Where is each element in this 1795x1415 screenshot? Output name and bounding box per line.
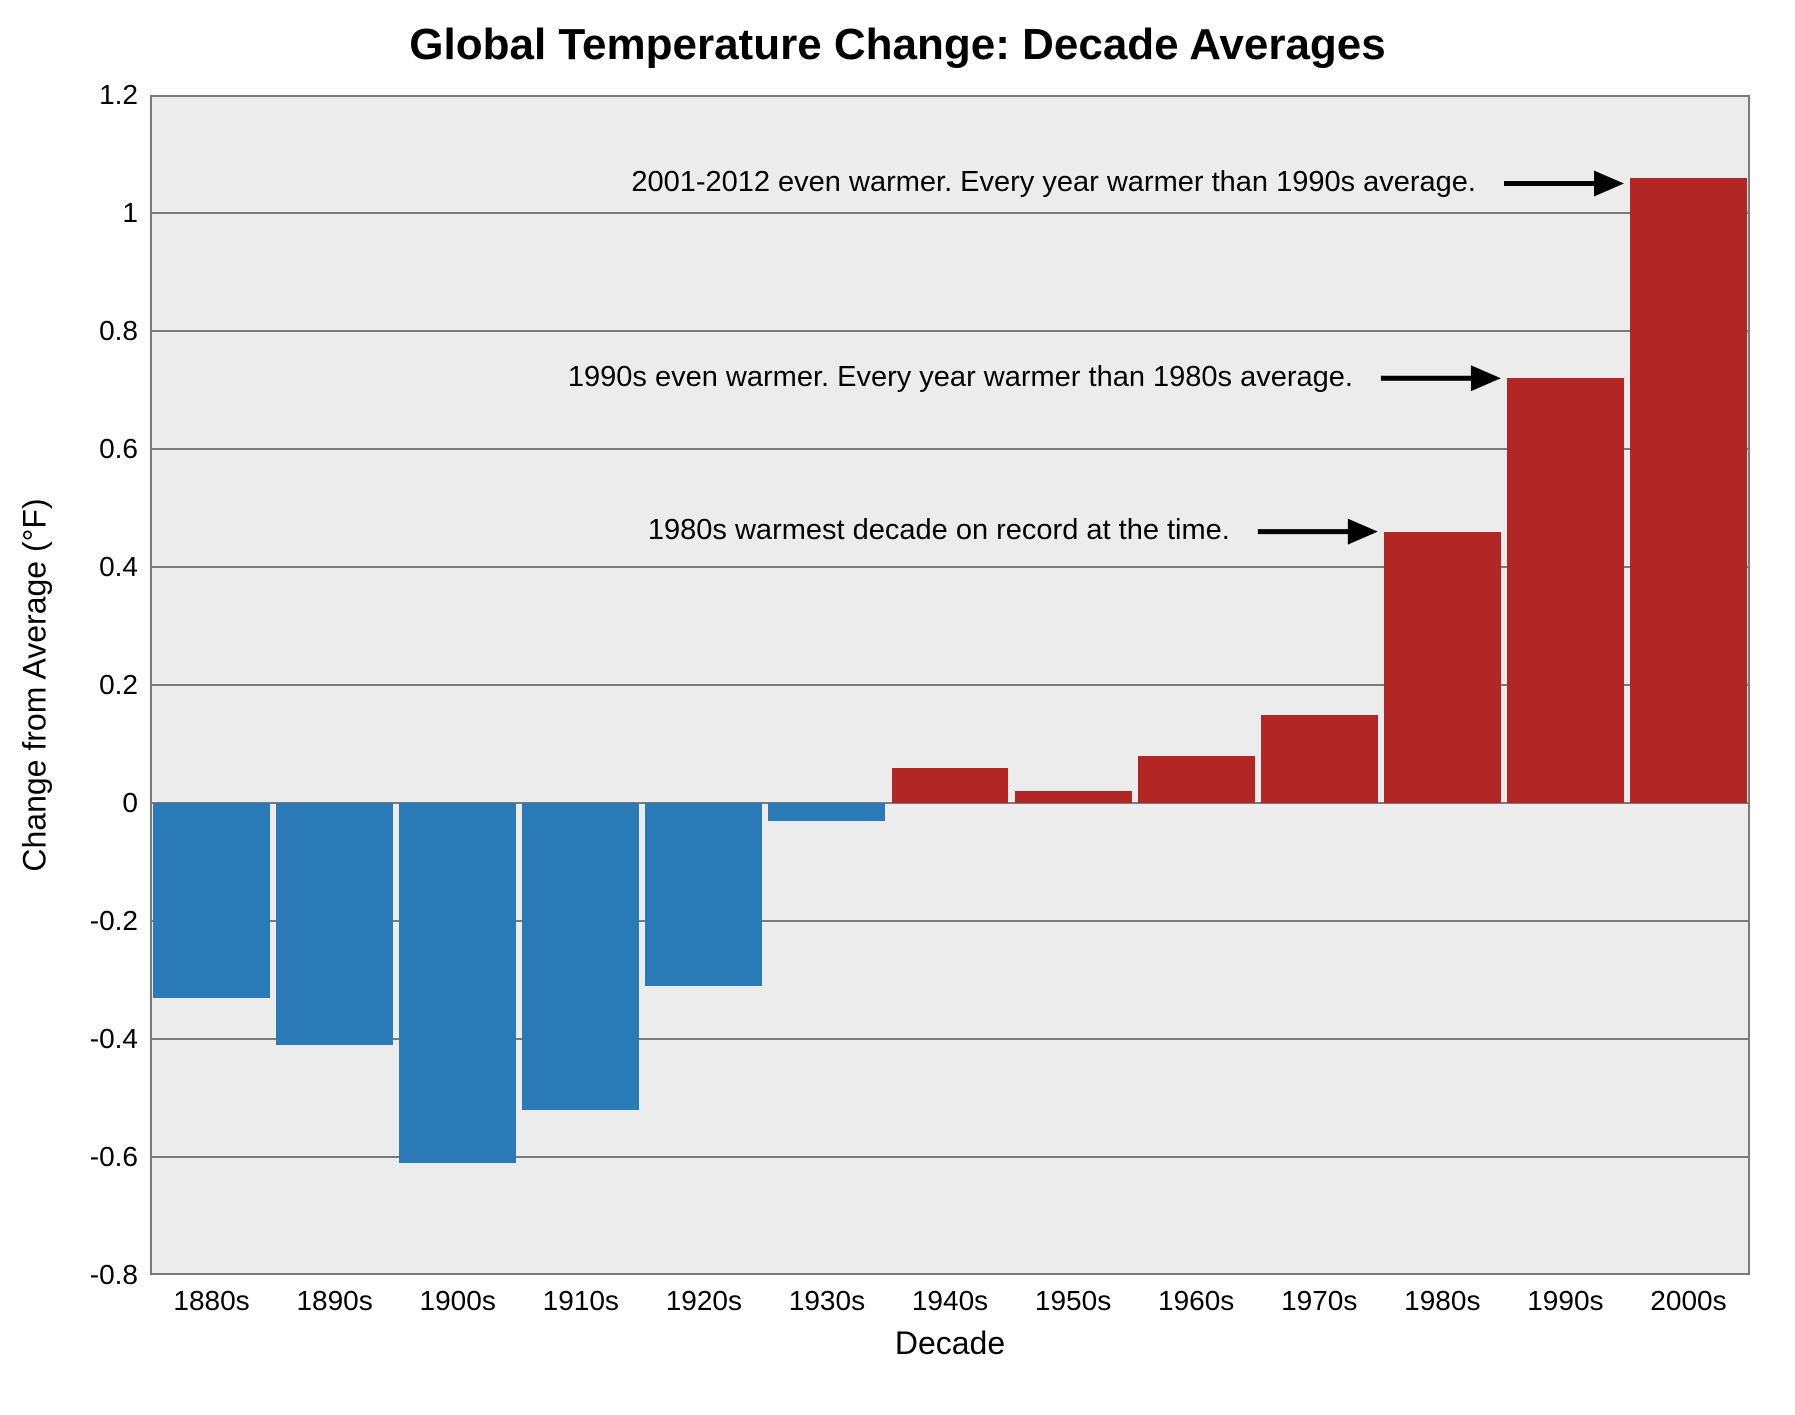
y-tick-label: 0.6	[48, 433, 138, 465]
x-tick-label: 1940s	[912, 1285, 988, 1317]
y-tick-label: 1	[48, 197, 138, 229]
y-axis-label: Change from Average (°F)	[17, 498, 54, 871]
y-tick-label: -0.2	[48, 905, 138, 937]
x-tick-label: 2000s	[1650, 1285, 1726, 1317]
y-tick-label: 0.4	[48, 551, 138, 583]
y-tick-label: -0.8	[48, 1259, 138, 1291]
x-tick-label: 1910s	[543, 1285, 619, 1317]
y-tick-label: 1.2	[48, 79, 138, 111]
y-tick-label: 0.2	[48, 669, 138, 701]
y-tick-label: 0.8	[48, 315, 138, 347]
x-tick-label: 1890s	[296, 1285, 372, 1317]
x-axis-label: Decade	[895, 1325, 1005, 1362]
plot-border	[150, 95, 1750, 1275]
x-tick-label: 1980s	[1404, 1285, 1480, 1317]
x-tick-label: 1920s	[666, 1285, 742, 1317]
plot-area: 2001-2012 even warmer. Every year warmer…	[150, 95, 1750, 1275]
y-tick-label: 0	[48, 787, 138, 819]
y-tick-label: -0.6	[48, 1141, 138, 1173]
chart-title: Global Temperature Change: Decade Averag…	[0, 20, 1795, 70]
x-tick-label: 1880s	[173, 1285, 249, 1317]
x-tick-label: 1950s	[1035, 1285, 1111, 1317]
x-tick-label: 1960s	[1158, 1285, 1234, 1317]
x-tick-label: 1930s	[789, 1285, 865, 1317]
x-tick-label: 1990s	[1527, 1285, 1603, 1317]
y-tick-label: -0.4	[48, 1023, 138, 1055]
x-tick-label: 1900s	[420, 1285, 496, 1317]
page: Global Temperature Change: Decade Averag…	[0, 0, 1795, 1415]
x-tick-label: 1970s	[1281, 1285, 1357, 1317]
